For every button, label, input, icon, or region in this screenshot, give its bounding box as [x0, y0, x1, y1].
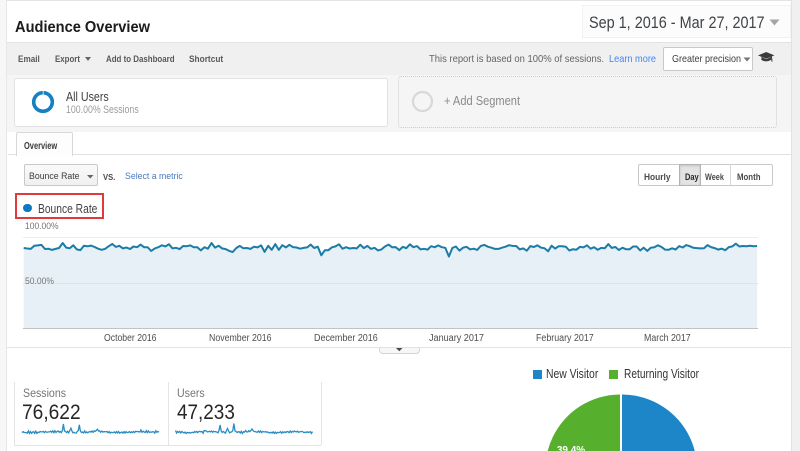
svg-text:39.4%: 39.4% [557, 445, 585, 451]
